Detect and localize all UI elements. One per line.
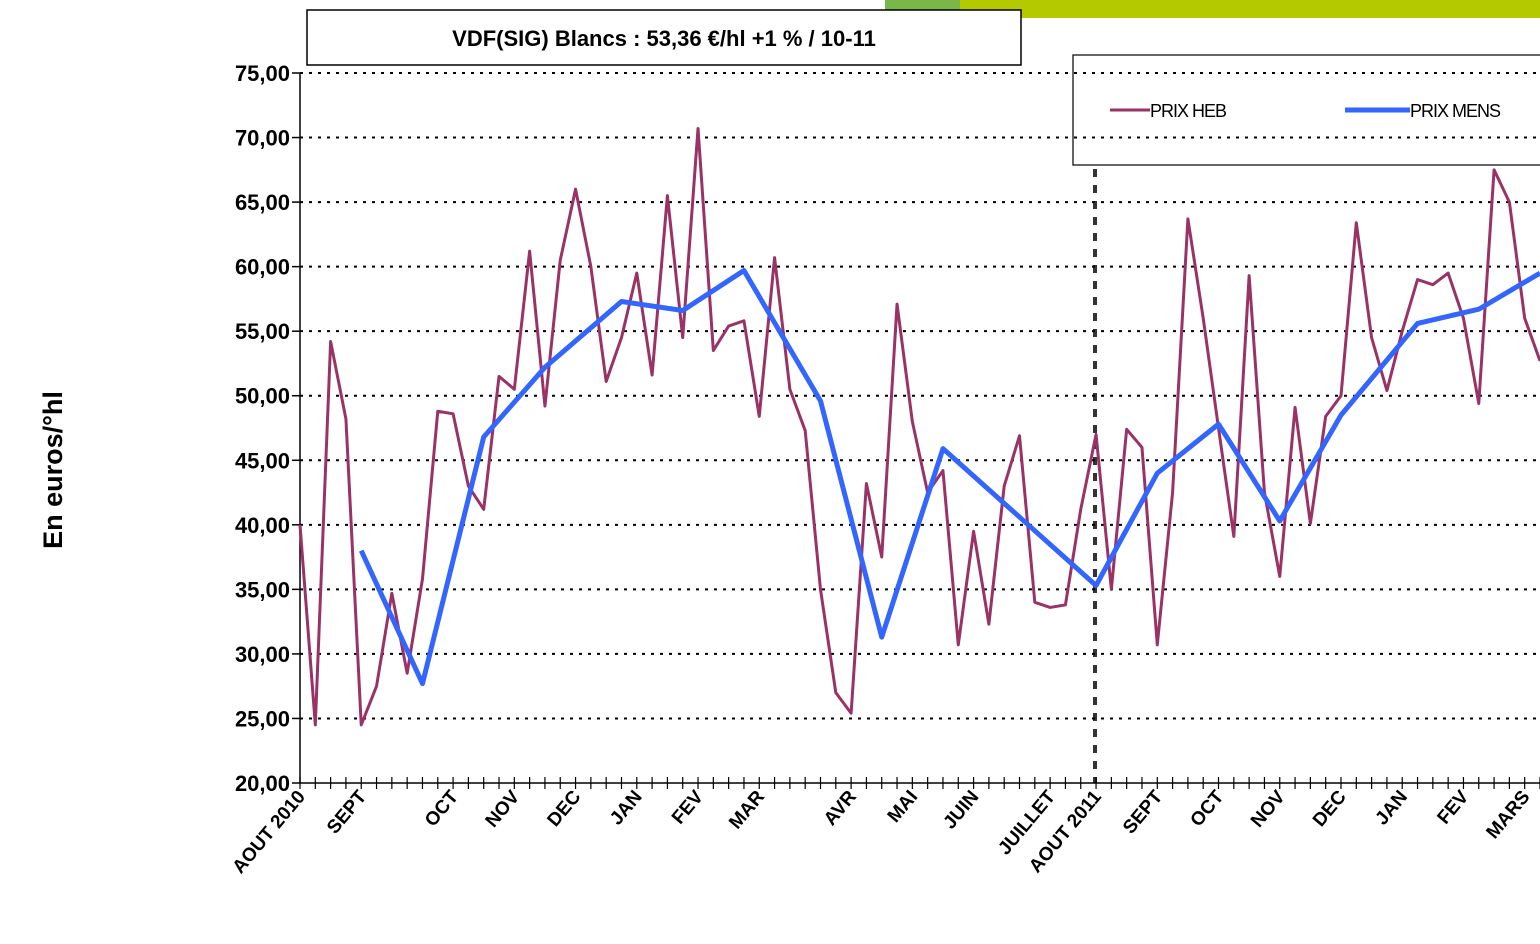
x-tick-label: MARS bbox=[1482, 787, 1534, 843]
x-tick-label: NOV bbox=[482, 786, 525, 831]
x-tick-label: AVR bbox=[820, 787, 861, 830]
x-tick-label: AOUT 2010 bbox=[229, 787, 310, 878]
x-tick-label: MAI bbox=[884, 787, 922, 827]
y-tick-label: 35,00 bbox=[235, 577, 290, 602]
x-tick-label: MAR bbox=[725, 787, 769, 834]
y-tick-label: 20,00 bbox=[235, 771, 290, 796]
y-tick-label: 65,00 bbox=[235, 190, 290, 215]
x-tick-label: JAN bbox=[606, 787, 647, 830]
legend-label: PRIX HEB bbox=[1150, 101, 1227, 121]
x-tick-label: FEV bbox=[668, 786, 708, 828]
x-tick-label: OCT bbox=[1186, 786, 1228, 831]
y-axis-label: En euros/°hl bbox=[38, 391, 68, 549]
x-tick-label: DEC bbox=[1309, 787, 1351, 831]
line-series bbox=[298, 127, 1540, 727]
line-series bbox=[358, 268, 1540, 687]
legend-label: PRIX MENS bbox=[1410, 101, 1501, 121]
y-tick-label: 25,00 bbox=[235, 706, 290, 731]
x-tick-label: DEC bbox=[544, 787, 586, 831]
y-tick-label: 40,00 bbox=[235, 513, 290, 538]
y-tick-label: 70,00 bbox=[235, 126, 290, 151]
x-tick-label: OCT bbox=[421, 786, 463, 831]
x-tick-label: JUIN bbox=[939, 787, 983, 834]
chart-title: VDF(SIG) Blancs : 53,36 €/hl +1 % / 10-1… bbox=[452, 26, 876, 51]
y-tick-label: 50,00 bbox=[235, 384, 290, 409]
y-tick-label: 60,00 bbox=[235, 255, 290, 280]
title-box bbox=[306, 9, 1022, 66]
x-tick-label: NOV bbox=[1247, 786, 1290, 831]
x-tick-label: SEPT bbox=[323, 786, 371, 838]
x-tick-label: FEV bbox=[1433, 786, 1473, 828]
y-tick-label: 55,00 bbox=[235, 319, 290, 344]
x-tick-label: JAN bbox=[1372, 787, 1413, 830]
x-tick-label: SEPT bbox=[1119, 786, 1167, 838]
y-tick-label: 45,00 bbox=[235, 448, 290, 473]
header-band-accent bbox=[960, 0, 1540, 18]
y-tick-label: 75,00 bbox=[235, 61, 290, 86]
y-tick-label: 30,00 bbox=[235, 642, 290, 667]
